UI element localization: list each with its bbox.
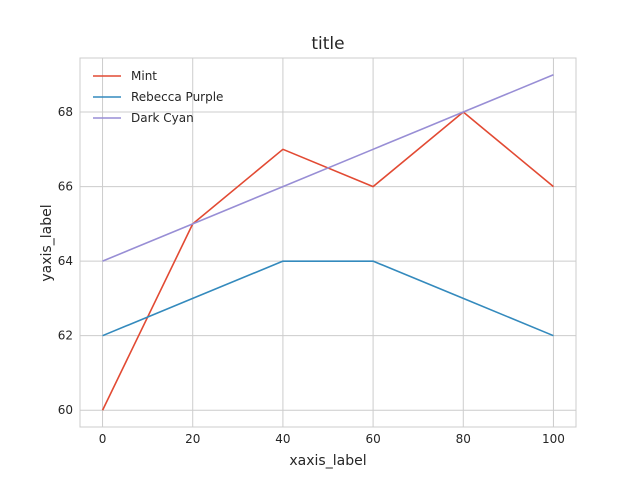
x-tick-label: 40 bbox=[275, 432, 290, 446]
y-tick-label: 60 bbox=[58, 403, 73, 417]
series-line-rebecca-purple bbox=[102, 260, 554, 337]
series-group bbox=[101, 74, 554, 411]
legend-label: Rebecca Purple bbox=[131, 90, 223, 104]
y-tick-label: 62 bbox=[58, 329, 73, 343]
y-tick-label: 64 bbox=[58, 254, 73, 268]
plot-frame bbox=[79, 57, 577, 428]
legend: Mint Rebecca Purple Dark Cyan bbox=[93, 69, 223, 125]
y-axis-label: yaxis_label bbox=[39, 204, 55, 281]
x-tick-label: 0 bbox=[99, 432, 107, 446]
x-tick-label: 20 bbox=[185, 432, 200, 446]
plot-area bbox=[80, 58, 576, 427]
x-ticks: 0 20 40 60 80 100 bbox=[99, 432, 565, 446]
x-tick-label: 100 bbox=[542, 432, 565, 446]
legend-item-rebecca-purple: Rebecca Purple bbox=[93, 90, 223, 104]
y-tick-label: 68 bbox=[58, 105, 73, 119]
x-tick-label: 60 bbox=[365, 432, 380, 446]
legend-label: Dark Cyan bbox=[131, 111, 194, 125]
y-ticks: 60 62 64 66 68 bbox=[58, 105, 73, 417]
series-line-dark-cyan bbox=[102, 74, 554, 262]
x-tick-label: 80 bbox=[456, 432, 471, 446]
legend-item-dark-cyan: Dark Cyan bbox=[93, 111, 194, 125]
y-tick-label: 66 bbox=[58, 180, 73, 194]
legend-item-mint: Mint bbox=[93, 69, 157, 83]
legend-label: Mint bbox=[131, 69, 157, 83]
grid bbox=[80, 58, 576, 427]
x-axis-label: xaxis_label bbox=[289, 453, 366, 469]
chart-title: title bbox=[311, 34, 344, 54]
